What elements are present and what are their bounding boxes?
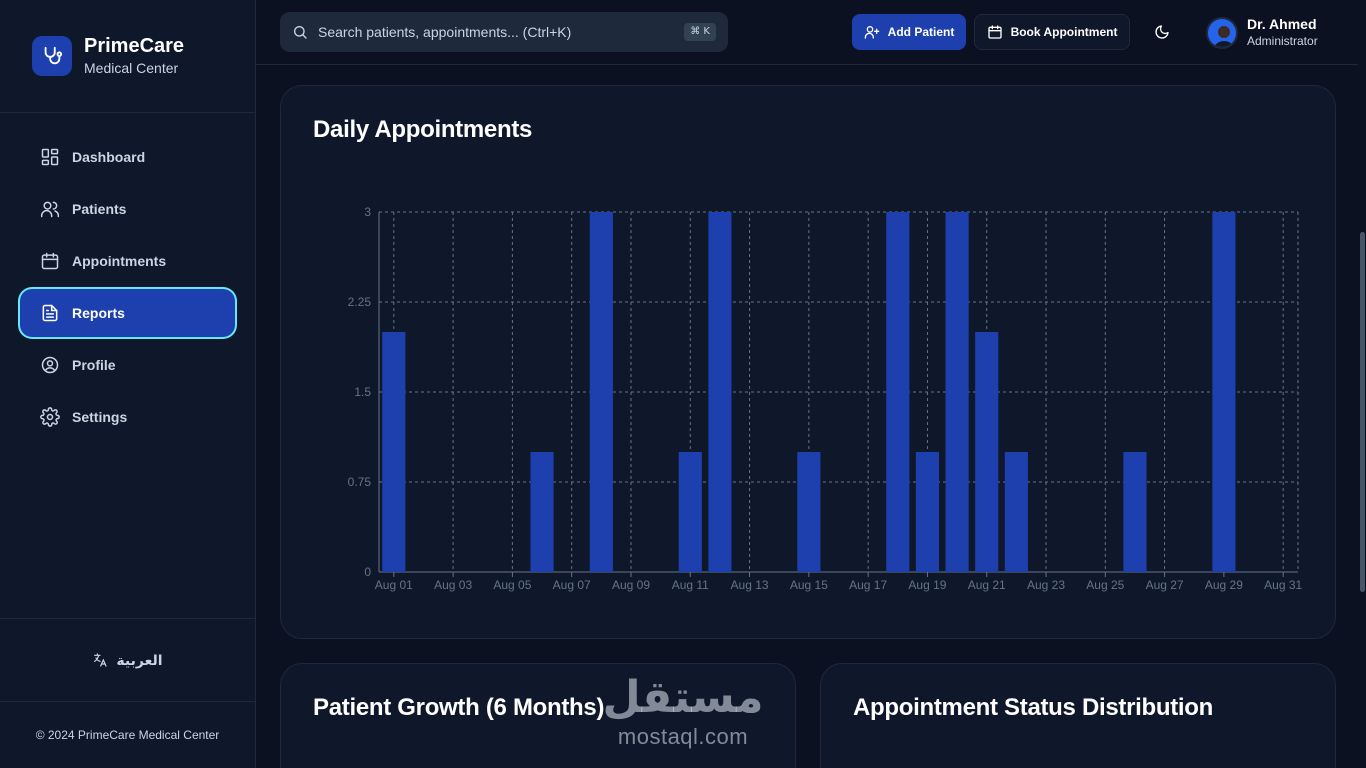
sidebar-item-label: Appointments bbox=[72, 253, 167, 269]
x-tick-label: Aug 03 bbox=[434, 578, 472, 592]
search-icon bbox=[294, 26, 307, 39]
calendar-icon bbox=[987, 25, 1002, 39]
watermark-logo: مستقل mostaql.com bbox=[598, 672, 768, 754]
card-title: Patient Growth (6 Months) bbox=[313, 694, 605, 721]
theme-toggle-button[interactable] bbox=[1148, 18, 1176, 46]
add-patient-button[interactable]: Add Patient bbox=[852, 14, 966, 50]
x-tick-label: Aug 19 bbox=[908, 578, 946, 592]
y-tick-label: 3 bbox=[364, 205, 371, 219]
brand[interactable]: PrimeCare Medical Center bbox=[0, 0, 255, 113]
language-label: العربية bbox=[116, 651, 163, 668]
chart-bar bbox=[530, 452, 554, 572]
x-tick-label: Aug 17 bbox=[849, 578, 887, 592]
x-tick-label: Aug 25 bbox=[1086, 578, 1124, 592]
book-appointment-label: Book Appointment bbox=[1010, 25, 1118, 39]
user-menu[interactable]: Dr. Ahmed Administrator bbox=[1206, 16, 1318, 49]
card-title: Daily Appointments bbox=[313, 116, 533, 143]
sidebar-item-label: Settings bbox=[72, 409, 128, 425]
page-scrollbar[interactable] bbox=[1358, 0, 1366, 768]
chart-bar bbox=[708, 212, 732, 572]
book-appointment-button[interactable]: Book Appointment bbox=[974, 14, 1130, 50]
daily-appointments-card: Daily Appointments 0 0.75 1.5 2.25 3 Aug 01 Au… bbox=[280, 85, 1336, 639]
chart-bar bbox=[797, 452, 821, 572]
x-tick-label: Aug 05 bbox=[493, 578, 531, 592]
shortcut-badge: ⌘ K bbox=[684, 23, 716, 41]
add-patient-label: Add Patient bbox=[887, 25, 955, 39]
x-tick-label: Aug 11 bbox=[672, 578, 709, 592]
chart-bar bbox=[915, 452, 939, 572]
sidebar-item-label: Profile bbox=[72, 357, 116, 373]
card-title: Appointment Status Distribution bbox=[853, 694, 1214, 721]
dashboard-icon bbox=[41, 148, 59, 166]
sidebar-nav: Dashboard Patients Appointments Reports … bbox=[0, 113, 255, 441]
x-tick-label: Aug 29 bbox=[1205, 578, 1243, 592]
moon-icon bbox=[1155, 25, 1169, 39]
user-role: Administrator bbox=[1247, 34, 1318, 48]
x-tick-label: Aug 21 bbox=[968, 578, 1006, 592]
sidebar-item-dashboard[interactable]: Dashboard bbox=[20, 133, 235, 181]
brand-subtitle: Medical Center bbox=[84, 60, 179, 76]
chart-bar bbox=[678, 452, 702, 572]
gear-icon bbox=[40, 407, 60, 427]
y-tick-label: 0 bbox=[364, 565, 371, 579]
y-tick-label: 1.5 bbox=[354, 385, 371, 399]
patient-growth-card: Patient Growth (6 Months) bbox=[280, 663, 796, 768]
language-toggle[interactable]: العربية bbox=[0, 618, 255, 702]
avatar bbox=[1206, 16, 1238, 49]
translate-icon bbox=[94, 653, 108, 667]
x-tick-label: Aug 07 bbox=[553, 578, 591, 592]
x-tick-label: Aug 31 bbox=[1264, 578, 1302, 592]
sidebar-item-profile[interactable]: Profile bbox=[20, 341, 235, 389]
user-plus-icon bbox=[864, 26, 879, 39]
watermark-latin: mostaql.com bbox=[617, 724, 749, 749]
users-icon bbox=[40, 201, 60, 218]
stethoscope-icon bbox=[32, 36, 72, 76]
y-tick-label: 0.75 bbox=[348, 475, 372, 489]
x-tick-label: Aug 23 bbox=[1027, 578, 1065, 592]
calendar-icon bbox=[41, 252, 59, 270]
sidebar: PrimeCare Medical Center Dashboard Patie… bbox=[0, 0, 256, 768]
sidebar-item-appointments[interactable]: Appointments bbox=[20, 237, 235, 285]
copyright: © 2024 PrimeCare Medical Center bbox=[35, 728, 220, 742]
sidebar-item-settings[interactable]: Settings bbox=[20, 393, 235, 441]
scrollbar-thumb[interactable] bbox=[1360, 232, 1365, 592]
chart-bar bbox=[975, 332, 999, 572]
x-tick-label: Aug 15 bbox=[790, 578, 828, 592]
brand-name: PrimeCare bbox=[84, 35, 185, 57]
chart-bar bbox=[1212, 212, 1236, 572]
x-tick-label: Aug 27 bbox=[1146, 578, 1184, 592]
search-input[interactable] bbox=[318, 24, 668, 40]
y-tick-label: 2.25 bbox=[348, 295, 372, 309]
chart-bar bbox=[945, 212, 969, 572]
appointment-status-card: Appointment Status Distribution bbox=[820, 663, 1336, 768]
sidebar-item-label: Patients bbox=[72, 201, 127, 217]
x-tick-label: Aug 13 bbox=[731, 578, 769, 592]
sidebar-item-label: Reports bbox=[72, 305, 125, 321]
search-box[interactable]: ⌘ K bbox=[280, 12, 728, 52]
user-circle-icon bbox=[41, 356, 59, 374]
chart-bar bbox=[589, 212, 613, 572]
chart-bar bbox=[382, 332, 406, 572]
chart-bar bbox=[1123, 452, 1147, 572]
top-header: ⌘ K Add Patient Book Appointment Dr. Ahm… bbox=[256, 0, 1358, 65]
chart-bar bbox=[1004, 452, 1028, 572]
x-tick-label: Aug 01 bbox=[375, 578, 413, 592]
watermark-arabic: مستقل bbox=[602, 672, 764, 723]
x-tick-label: Aug 09 bbox=[612, 578, 650, 592]
user-name: Dr. Ahmed bbox=[1247, 16, 1317, 32]
sidebar-item-reports[interactable]: Reports bbox=[20, 289, 235, 337]
sidebar-item-label: Dashboard bbox=[72, 149, 146, 165]
daily-appointments-chart: 0 0.75 1.5 2.25 3 Aug 01 Aug 03 Aug 05 Aug 07 Aug… bbox=[348, 205, 1303, 592]
chart-bar bbox=[886, 212, 910, 572]
file-text-icon bbox=[42, 304, 58, 322]
sidebar-item-patients[interactable]: Patients bbox=[20, 185, 235, 233]
